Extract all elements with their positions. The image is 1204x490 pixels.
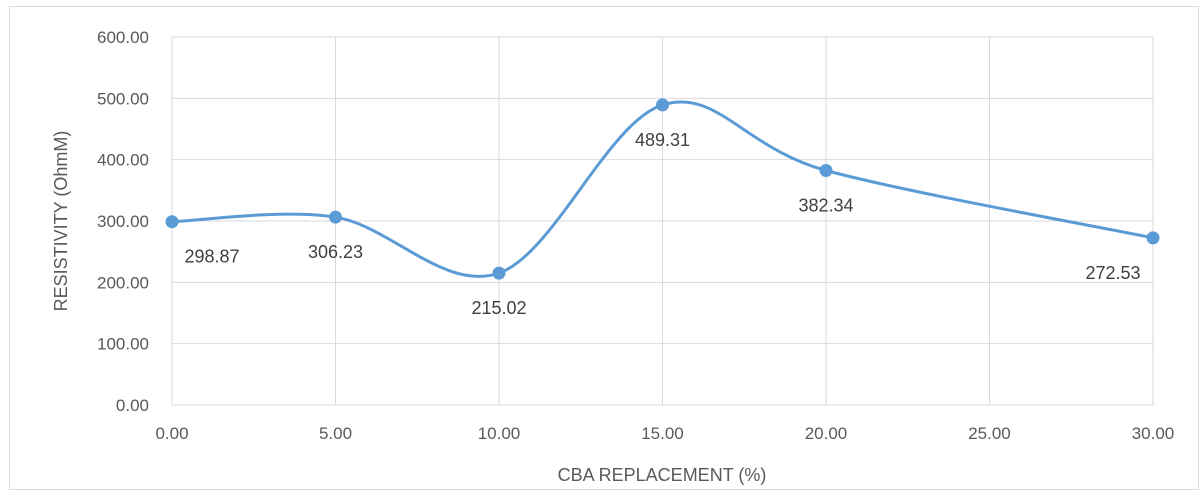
x-tick-label: 10.00 xyxy=(478,424,521,443)
y-tick-labels: 0.00 100.00 200.00 300.00 400.00 500.00 600.00 xyxy=(97,28,149,415)
y-tick-label: 600.00 xyxy=(97,28,149,47)
y-tick-label: 200.00 xyxy=(97,273,149,292)
y-tick-label: 0.00 xyxy=(116,396,149,415)
x-axis-title: CBA REPLACEMENT (%) xyxy=(558,465,767,485)
data-label: 272.53 xyxy=(1085,263,1140,283)
x-tick-label: 5.00 xyxy=(319,424,352,443)
data-label: 306.23 xyxy=(308,242,363,262)
data-point xyxy=(1146,231,1160,245)
data-point xyxy=(492,266,506,280)
data-label: 489.31 xyxy=(635,130,690,150)
data-label: 215.02 xyxy=(471,298,526,318)
y-tick-label: 300.00 xyxy=(97,212,149,231)
x-tick-label: 15.00 xyxy=(641,424,684,443)
data-point xyxy=(329,210,342,224)
data-point xyxy=(165,215,179,229)
data-label: 298.87 xyxy=(184,247,239,267)
x-tick-label: 0.00 xyxy=(155,424,188,443)
y-tick-label: 500.00 xyxy=(97,89,149,108)
x-tick-label: 30.00 xyxy=(1132,424,1175,443)
data-point xyxy=(656,98,669,112)
data-point xyxy=(819,163,833,177)
x-tick-label: 25.00 xyxy=(968,424,1011,443)
series-layer xyxy=(165,98,1160,280)
gridlines xyxy=(171,36,1154,406)
y-tick-label: 400.00 xyxy=(97,151,149,170)
chart-frame xyxy=(9,6,1199,490)
data-label: 382.34 xyxy=(798,195,853,215)
data-labels: 298.87 306.23 215.02 489.31 382.34 272.53 xyxy=(184,130,1140,318)
y-tick-label: 100.00 xyxy=(97,335,149,354)
x-tick-labels: 0.00 5.00 10.00 15.00 20.00 25.00 30.00 xyxy=(155,424,1174,443)
x-tick-label: 20.00 xyxy=(805,424,848,443)
y-axis-title: RESISTIVITY (OhmM) xyxy=(51,131,71,312)
